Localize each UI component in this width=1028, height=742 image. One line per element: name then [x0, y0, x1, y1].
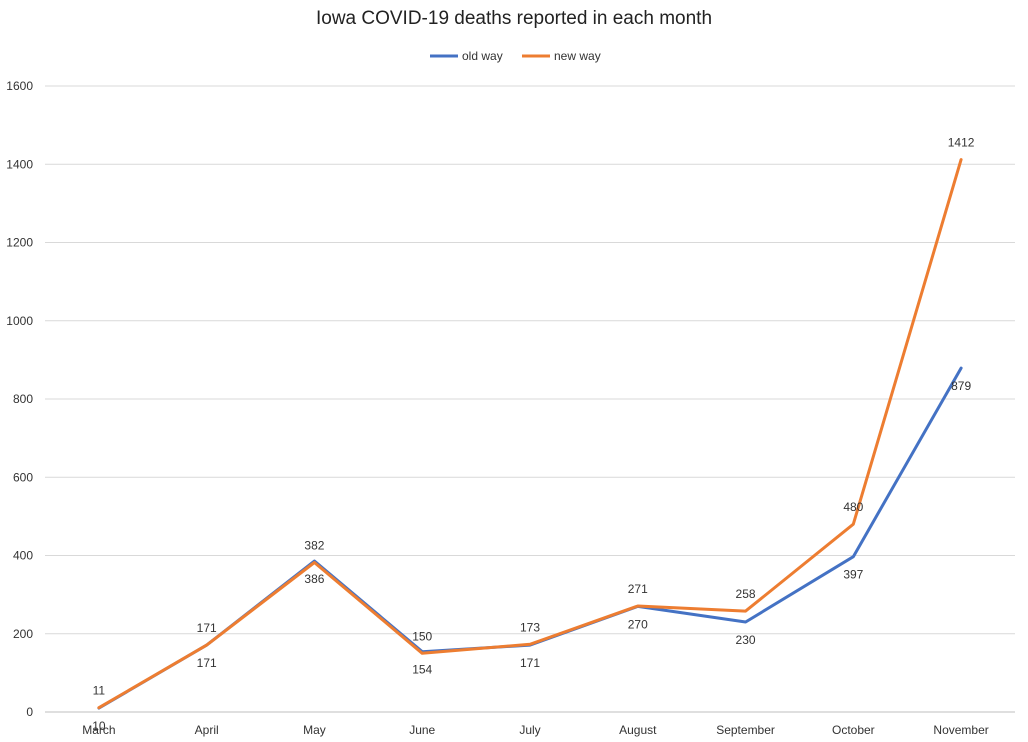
y-tick-label: 1600 — [6, 79, 33, 93]
data-label-new-way: 150 — [412, 629, 432, 643]
x-tick-label: November — [933, 723, 988, 737]
data-label-old-way: 171 — [520, 656, 540, 670]
data-label-new-way: 258 — [736, 587, 756, 601]
data-labels: 10 171 386 154 171 270 230 397 879 11 171 382 150 173… — [92, 136, 975, 734]
data-label-new-way: 11 — [93, 684, 106, 698]
y-tick-label: 600 — [13, 470, 33, 484]
series-lines — [97, 158, 963, 710]
x-tick-label: August — [619, 723, 657, 737]
x-tick-label: June — [409, 723, 435, 737]
y-tick-label: 1200 — [6, 236, 33, 250]
x-tick-label: April — [195, 723, 219, 737]
data-label-old-way: 879 — [951, 379, 971, 393]
x-tick-label: July — [519, 723, 540, 737]
gridlines — [45, 85, 1015, 713]
y-tick-label: 1400 — [6, 157, 33, 171]
data-label-old-way: 397 — [843, 568, 863, 582]
y-axis-ticks: 0 200 400 600 800 1000 1200 1400 1600 — [6, 79, 33, 719]
x-tick-label: May — [303, 723, 326, 737]
data-label-old-way: 154 — [412, 663, 432, 677]
data-label-new-way: 171 — [197, 621, 217, 635]
chart-title: Iowa COVID-19 deaths reported in each mo… — [316, 8, 712, 29]
data-label-new-way: 1412 — [948, 136, 975, 150]
data-label-old-way: 270 — [628, 617, 648, 631]
legend-label-new-way: new way — [554, 49, 601, 63]
y-tick-label: 0 — [26, 705, 33, 719]
y-tick-label: 200 — [13, 627, 33, 641]
data-label-old-way: 171 — [197, 656, 217, 670]
x-axis-ticks: March April May June July August September Octo… — [82, 723, 989, 737]
series-line-new-way — [97, 158, 963, 710]
data-label-new-way: 382 — [304, 539, 324, 553]
data-label-new-way: 173 — [520, 620, 540, 634]
legend: old way new way — [430, 49, 601, 63]
legend-label-old-way: old way — [462, 49, 503, 63]
data-label-new-way: 271 — [628, 582, 648, 596]
data-label-new-way: 480 — [843, 500, 863, 514]
data-label-old-way: 10 — [92, 719, 106, 733]
data-label-old-way: 386 — [304, 572, 324, 586]
y-tick-label: 800 — [13, 392, 33, 406]
data-label-old-way: 230 — [736, 633, 756, 647]
x-tick-label: October — [832, 723, 875, 737]
y-tick-label: 400 — [13, 549, 33, 563]
x-tick-label: September — [716, 723, 775, 737]
x-tick-label: March — [82, 723, 115, 737]
y-tick-label: 1000 — [6, 314, 33, 328]
